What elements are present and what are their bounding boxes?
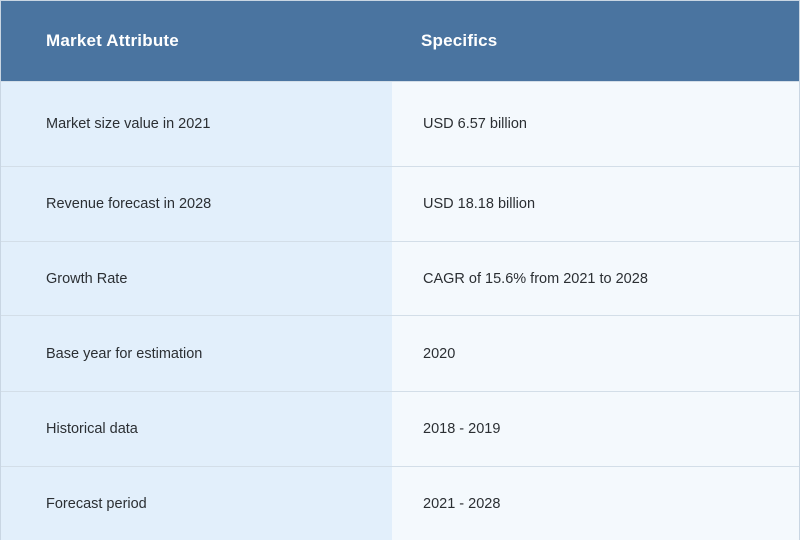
table-header: Market Attribute Specifics (1, 1, 799, 81)
table-row: Forecast period 2021 - 2028 (1, 466, 799, 540)
specific-cell: CAGR of 15.6% from 2021 to 2028 (392, 242, 799, 315)
table-row: Growth Rate CAGR of 15.6% from 2021 to 2… (1, 241, 799, 315)
specific-cell: 2020 (392, 316, 799, 391)
table-row: Revenue forecast in 2028 USD 18.18 billi… (1, 166, 799, 241)
specific-cell: USD 18.18 billion (392, 167, 799, 241)
specific-cell: 2021 - 2028 (392, 467, 799, 540)
header-market-attribute: Market Attribute (46, 31, 179, 50)
attribute-cell: Historical data (1, 392, 392, 466)
attribute-cell: Market size value in 2021 (1, 82, 392, 166)
attribute-cell: Base year for estimation (1, 316, 392, 391)
specific-cell: 2018 - 2019 (392, 392, 799, 466)
specific-cell: USD 6.57 billion (392, 82, 799, 166)
header-specifics: Specifics (421, 31, 498, 50)
table-row: Market size value in 2021 USD 6.57 billi… (1, 81, 799, 166)
attribute-cell: Forecast period (1, 467, 392, 540)
table-row: Historical data 2018 - 2019 (1, 391, 799, 466)
table-row: Base year for estimation 2020 (1, 315, 799, 391)
attribute-cell: Growth Rate (1, 242, 392, 315)
attribute-cell: Revenue forecast in 2028 (1, 167, 392, 241)
